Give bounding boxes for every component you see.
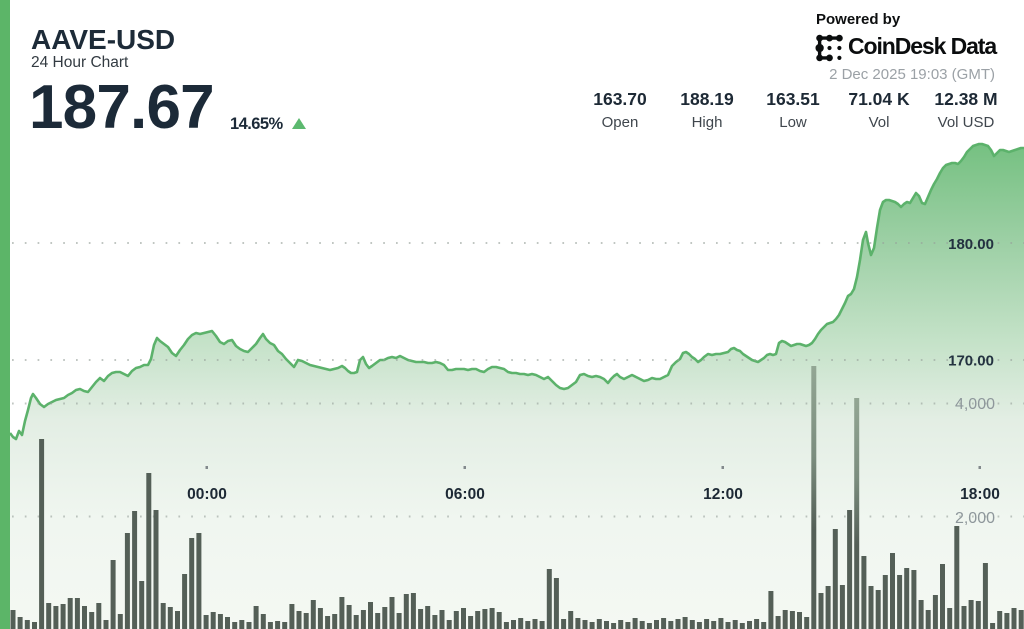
svg-text:2,000: 2,000 [955,510,995,527]
svg-text:00:00: 00:00 [187,486,227,503]
svg-text:180.00: 180.00 [948,236,994,253]
svg-text:4,000: 4,000 [955,396,995,413]
svg-text:12:00: 12:00 [703,486,743,503]
svg-text:18:00: 18:00 [960,486,1000,503]
svg-text:170.00: 170.00 [948,353,994,370]
svg-text:06:00: 06:00 [445,486,485,503]
